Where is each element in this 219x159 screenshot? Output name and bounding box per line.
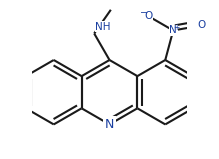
Text: −: − <box>140 8 148 18</box>
Text: O: O <box>144 11 152 21</box>
Text: NH: NH <box>95 22 111 32</box>
Text: +: + <box>173 23 179 32</box>
Text: N: N <box>169 25 177 35</box>
Text: O: O <box>198 20 206 30</box>
Text: N: N <box>105 118 114 131</box>
